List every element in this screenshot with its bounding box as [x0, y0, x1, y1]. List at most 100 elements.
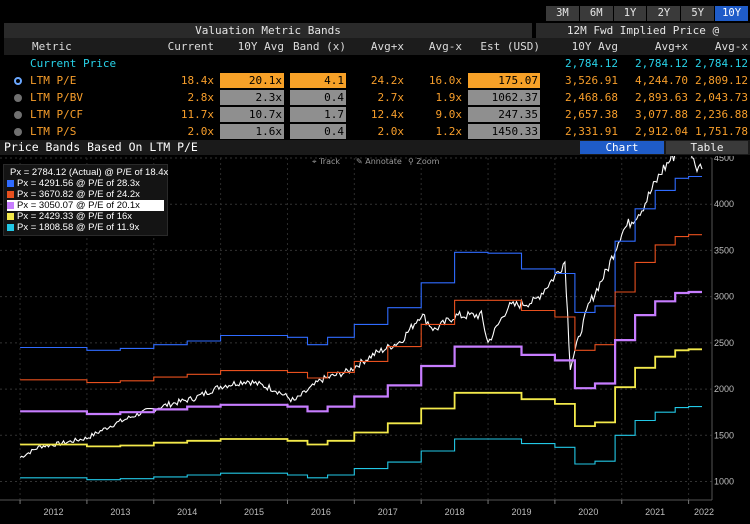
col-avg-plus: Avg+x [346, 39, 404, 54]
metric-row-ltm-pcf[interactable]: LTM P/CF 11.7x 10.7x 1.7 12.4x 9.0x 247.… [4, 106, 750, 123]
implied-avg: 2,468.68 [548, 90, 618, 105]
metric-avg-plus: 2.0x [346, 124, 404, 139]
metric-avg-minus: 1.9x [404, 90, 462, 105]
y-tick-label: 3000 [714, 292, 734, 302]
y-tick-label: 4500 [714, 156, 734, 163]
implied-plus: 2,893.63 [618, 90, 688, 105]
metric-avg[interactable]: 2.3x [220, 90, 284, 105]
legend-swatch [7, 224, 14, 231]
chart-legend: Px = 2784.12 (Actual) @ P/E of 18.4x Px … [3, 164, 168, 236]
y-tick-label: 1500 [714, 430, 734, 440]
metric-band-input[interactable]: 4.1 [290, 73, 346, 88]
metric-current: 18.4x [156, 73, 214, 88]
metric-avg-minus: 16.0x [404, 73, 462, 88]
metric-row-ltm-pe[interactable]: LTM P/E 18.4x 20.1x 4.1 24.2x 16.0x 175.… [4, 72, 750, 89]
col-implied-avg: 10Y Avg [548, 39, 618, 54]
metric-name: LTM P/BV [4, 90, 156, 105]
legend-item-12x[interactable]: Px = 1808.58 @ P/E of 11.9x [7, 222, 164, 233]
range-2y-button[interactable]: 2Y [647, 6, 680, 21]
legend-item-16x[interactable]: Px = 2429.33 @ P/E of 16x [7, 211, 164, 222]
col-band: Band (x) [290, 39, 346, 54]
series-line-3 [20, 292, 702, 414]
metric-current: 2.8x [156, 90, 214, 105]
col-implied-plus: Avg+x [618, 39, 688, 54]
x-tick-label: 2013 [110, 507, 130, 517]
current-price-value: 2,784.12 [618, 56, 688, 71]
current-price-label: Current Price [4, 56, 156, 71]
metric-avg-minus: 1.2x [404, 124, 462, 139]
col-est: Est (USD) [468, 39, 540, 54]
range-10y-button[interactable]: 10Y [715, 6, 748, 21]
legend-text: Px = 3670.82 @ P/E of 24.2x [17, 189, 140, 200]
metric-band-input[interactable]: 0.4 [290, 90, 346, 105]
metric-name: LTM P/E [4, 73, 156, 88]
legend-swatch [7, 202, 14, 209]
valuation-metrics-table: Valuation Metric Bands 12M Fwd Implied P… [4, 23, 750, 140]
x-tick-label: 2020 [578, 507, 598, 517]
radio-icon[interactable] [14, 128, 22, 136]
implied-minus: 2,809.12 [688, 73, 748, 88]
x-tick-label: 2021 [645, 507, 665, 517]
metric-est-input[interactable]: 1062.37 [468, 90, 540, 105]
legend-swatch [7, 180, 14, 187]
implied-minus: 2,043.73 [688, 90, 748, 105]
chart-header: Price Bands Based On LTM P/E Chart Table [0, 140, 750, 155]
col-10y-avg: 10Y Avg [220, 39, 284, 54]
metric-avg[interactable]: 10.7x [220, 107, 284, 122]
metric-avg[interactable]: 20.1x [220, 73, 284, 88]
metric-avg-minus: 9.0x [404, 107, 462, 122]
metric-avg-plus: 2.7x [346, 90, 404, 105]
range-6m-button[interactable]: 6M [580, 6, 613, 21]
legend-text: Px = 2429.33 @ P/E of 16x [17, 211, 132, 222]
current-price-row: Current Price 2,784.12 2,784.12 2,784.12 [4, 55, 750, 72]
metric-est-input[interactable]: 247.35 [468, 107, 540, 122]
table-title: Valuation Metric Bands [4, 23, 532, 38]
metric-band-input[interactable]: 0.4 [290, 124, 346, 139]
col-avg-minus: Avg-x [404, 39, 462, 54]
implied-price-title: 12M Fwd Implied Price @ [536, 23, 750, 38]
metric-band-input[interactable]: 1.7 [290, 107, 346, 122]
metric-avg[interactable]: 1.6x [220, 124, 284, 139]
metric-avg-plus: 12.4x [346, 107, 404, 122]
metric-est-input[interactable]: 175.07 [468, 73, 540, 88]
legend-text: Px = 3050.07 @ P/E of 20.1x [17, 200, 140, 211]
legend-item-20x[interactable]: Px = 3050.07 @ P/E of 20.1x [7, 200, 164, 211]
range-selector: 3M 6M 1Y 2Y 5Y 10Y [546, 6, 748, 21]
metric-current: 2.0x [156, 124, 214, 139]
metric-name: LTM P/S [4, 124, 156, 139]
radio-icon[interactable] [14, 94, 22, 102]
x-tick-label: 2015 [244, 507, 264, 517]
metric-row-ltm-pbv[interactable]: LTM P/BV 2.8x 2.3x 0.4 2.7x 1.9x 1062.37… [4, 89, 750, 106]
current-price-value: 2,784.12 [688, 56, 748, 71]
legend-swatch [7, 213, 14, 220]
y-tick-label: 3500 [714, 245, 734, 255]
legend-item-24x[interactable]: Px = 3670.82 @ P/E of 24.2x [7, 189, 164, 200]
x-tick-label: 2022 [694, 507, 714, 517]
legend-item-actual[interactable]: Px = 2784.12 (Actual) @ P/E of 18.4x [7, 167, 164, 178]
y-tick-label: 2000 [714, 384, 734, 394]
metric-current: 11.7x [156, 107, 214, 122]
metric-est-input[interactable]: 1450.33 [468, 124, 540, 139]
range-1y-button[interactable]: 1Y [614, 6, 647, 21]
x-tick-label: 2014 [177, 507, 197, 517]
radio-icon[interactable] [14, 111, 22, 119]
col-current: Current [156, 39, 214, 54]
col-implied-minus: Avg-x [688, 39, 748, 54]
col-metric: Metric [4, 39, 156, 54]
tab-chart[interactable]: Chart [580, 141, 664, 154]
x-tick-label: 2019 [511, 507, 531, 517]
implied-avg: 3,526.91 [548, 73, 618, 88]
legend-item-28x[interactable]: Px = 4291.56 @ P/E of 28.3x [7, 178, 164, 189]
legend-swatch [7, 191, 14, 198]
current-price-value: 2,784.12 [548, 56, 618, 71]
metric-avg-plus: 24.2x [346, 73, 404, 88]
radio-selected-icon[interactable] [14, 77, 22, 85]
series-line-4 [20, 349, 702, 446]
metric-name: LTM P/CF [4, 107, 156, 122]
x-tick-label: 2016 [311, 507, 331, 517]
range-3m-button[interactable]: 3M [546, 6, 579, 21]
implied-plus: 2,912.04 [618, 124, 688, 139]
tab-table[interactable]: Table [666, 141, 748, 154]
metric-row-ltm-ps[interactable]: LTM P/S 2.0x 1.6x 0.4 2.0x 1.2x 1450.33 … [4, 123, 750, 140]
range-5y-button[interactable]: 5Y [681, 6, 714, 21]
